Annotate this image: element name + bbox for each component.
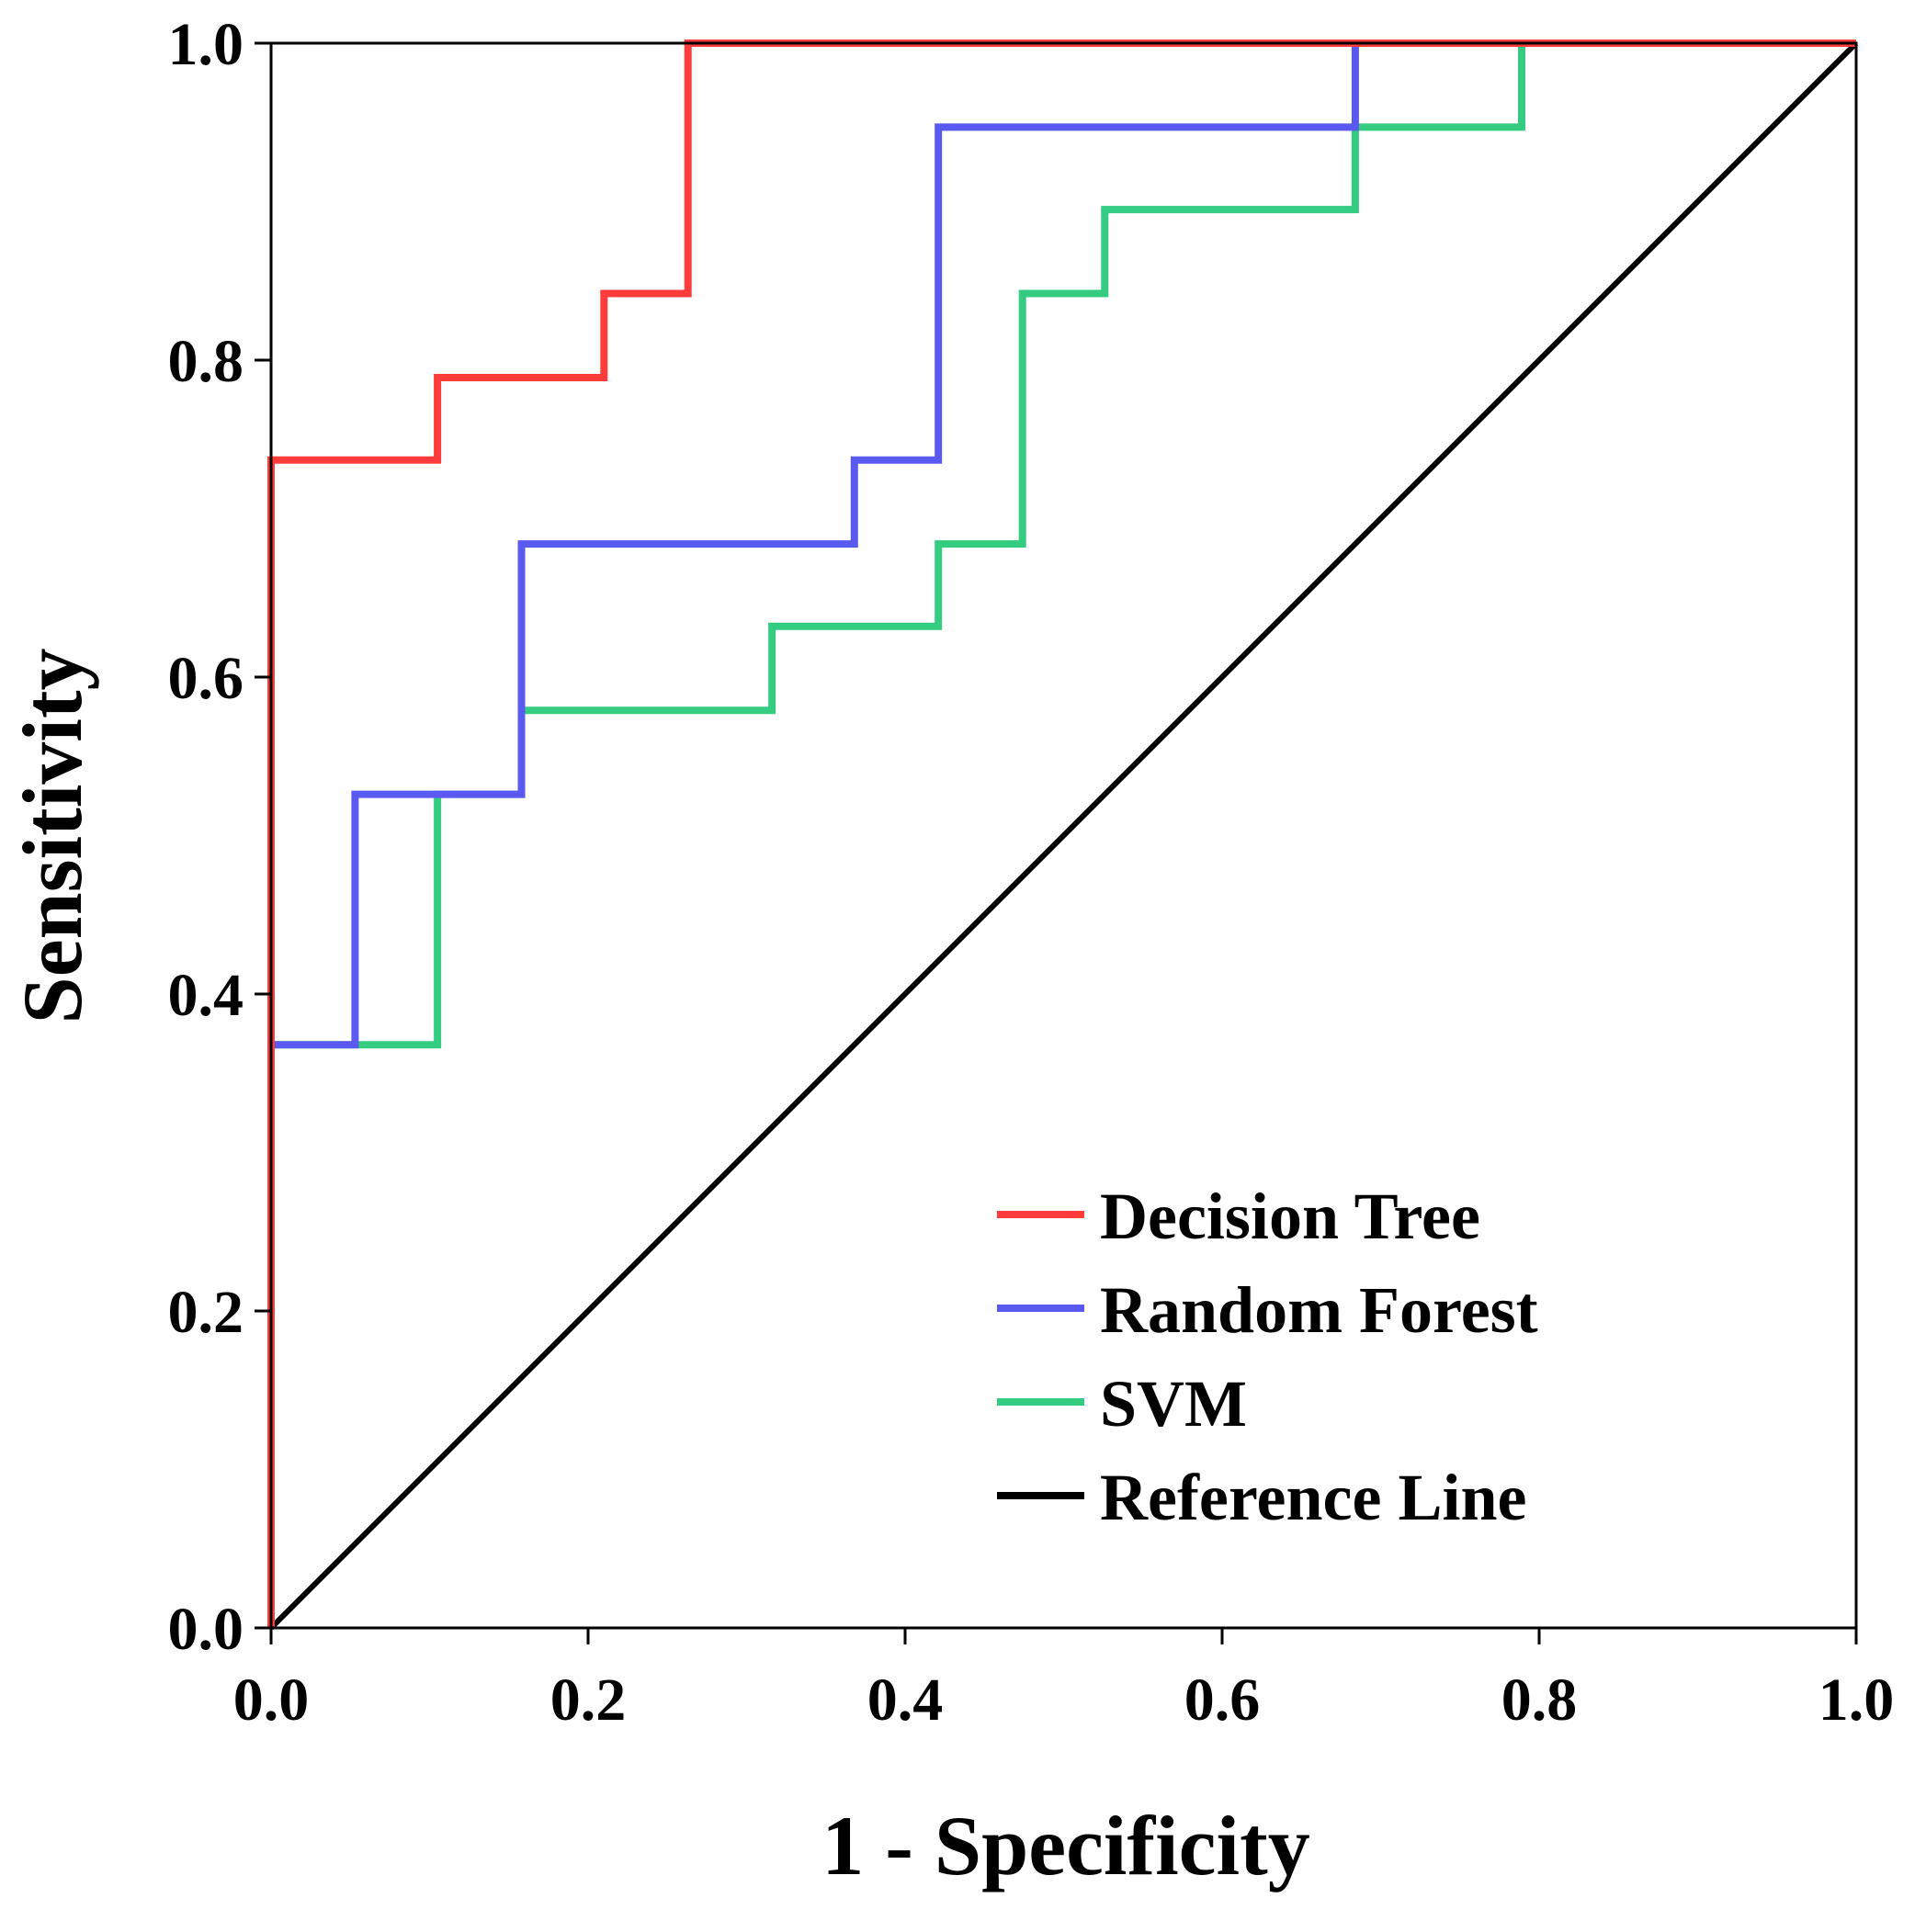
legend-label-svm: SVM [1100, 1367, 1247, 1441]
x-tick-label: 1.0 [1818, 1666, 1895, 1734]
y-tick-label: 0.0 [168, 1596, 244, 1663]
series-line-reference-line [268, 40, 1859, 1631]
x-tick-label: 0.0 [233, 1666, 310, 1734]
y-axis-title: Sensitivity [6, 649, 99, 1024]
plot-area-frame [269, 41, 1858, 1630]
y-tick-label: 0.4 [168, 962, 244, 1029]
y-tick-label: 0.8 [168, 328, 244, 395]
x-tick-label: 0.8 [1501, 1666, 1578, 1734]
legend-label-random-forest: Random Forest [1100, 1273, 1538, 1347]
y-tick-label: 1.0 [168, 11, 244, 78]
legend-label-decision-tree: Decision Tree [1100, 1180, 1480, 1253]
y-tick-label: 0.2 [168, 1279, 244, 1346]
legend: Decision Tree Random Forest SVM Reference L… [997, 1180, 1538, 1534]
legend-label-reference-line: Reference Line [1100, 1461, 1526, 1534]
y-tick-label: 0.6 [168, 645, 244, 712]
axes-layer: 0.0 0.2 0.4 0.6 0.8 1.0 0.0 0.2 0.4 0.6 0.8 1.0 [168, 11, 1895, 1734]
series-line-random-forest [267, 40, 1856, 1628]
x-tick-label: 0.2 [550, 1666, 627, 1734]
series-layer [267, 40, 1859, 1631]
x-tick-label: 0.6 [1184, 1666, 1261, 1734]
x-tick-label: 0.4 [867, 1666, 944, 1734]
x-axis-title: 1 - Specificity [821, 1799, 1309, 1892]
